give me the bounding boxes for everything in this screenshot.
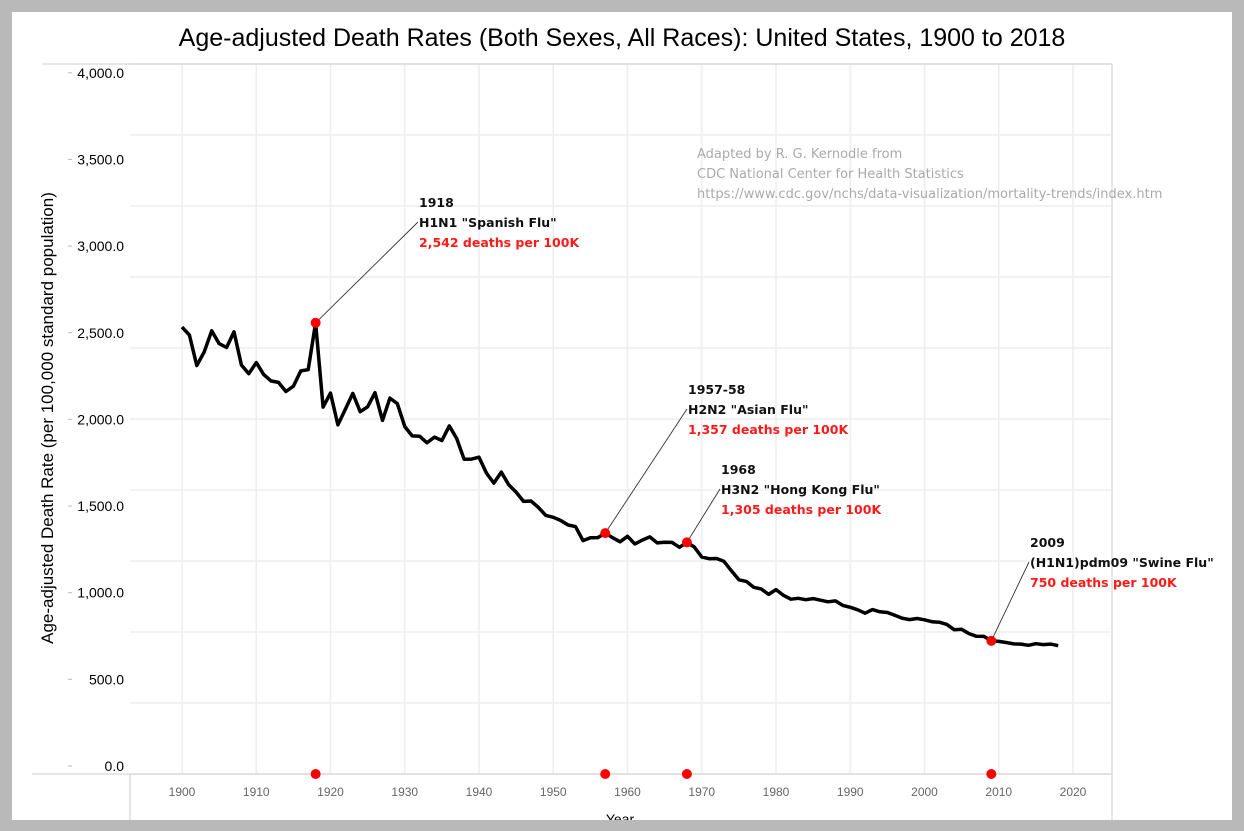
x-tick-label: 1920 [317, 785, 344, 799]
annotation-deaths: 750 deaths per 100K [1030, 575, 1178, 590]
annotation-leader-line [604, 408, 688, 534]
annotation-deaths: 2,542 deaths per 100K [419, 235, 580, 250]
x-tick-label: 1970 [688, 785, 715, 799]
axis-event-marker [986, 769, 997, 779]
x-tick-label: 1990 [837, 785, 864, 799]
annotation-leader-line [686, 488, 721, 543]
axes [32, 63, 1113, 820]
event-marker [310, 317, 321, 328]
annotation-name: (H1N1)pdm09 "Swine Flu" [1030, 555, 1214, 570]
x-tick-label: 1960 [614, 785, 641, 799]
axis-event-marker [310, 769, 321, 779]
x-tick-label: 1950 [540, 785, 567, 799]
annotation-name: H3N2 "Hong Kong Flu" [721, 482, 880, 497]
x-ticks: 1900 1910 1920 1930 1940 1950 1960 1970 1980 1990… [169, 785, 1087, 799]
x-tick-label: 1980 [763, 785, 790, 799]
series [180, 321, 1059, 648]
credit-text: Adapted by R. G. Kernodle from CDC Natio… [697, 147, 1162, 202]
axis-event-marker [681, 769, 692, 779]
annotation-deaths: 1,357 deaths per 100K [688, 422, 849, 437]
y-tick-label: 1,000.0 [77, 585, 124, 601]
y-tick-label: 2,500.0 [77, 325, 124, 341]
y-tick-label: 4,000.0 [77, 65, 124, 81]
x-tick-label: 1930 [391, 785, 418, 799]
y-tick-label: 3,500.0 [77, 151, 124, 167]
line-chart: Age-adjusted Death Rates (Both Sexes, Al… [32, 24, 1214, 820]
y-tick-label: 0.0 [105, 758, 125, 774]
annotation-name: H2N2 "Asian Flu" [688, 402, 809, 417]
event-marker [986, 635, 997, 646]
annotation-year: 1957-58 [688, 382, 745, 397]
credit-line: Adapted by R. G. Kernodle from [697, 147, 902, 162]
gridlines [130, 63, 1111, 775]
event-marker [600, 528, 611, 539]
credit-line: https://www.cdc.gov/nchs/data-visualizat… [697, 187, 1162, 202]
chart-panel: Age-adjusted Death Rates (Both Sexes, Al… [12, 12, 1232, 820]
x-tick-label: 1900 [169, 785, 196, 799]
y-tick-label: 2,000.0 [77, 411, 124, 427]
x-tick-label: 1910 [243, 785, 270, 799]
event-marker [681, 537, 692, 548]
annotations: 1918 H1N1 "Spanish Flu" 2,542 deaths per 1… [310, 195, 1214, 779]
y-tick-label: 3,000.0 [77, 238, 124, 254]
death-rate-line [180, 321, 1059, 648]
annotation-name: H1N1 "Spanish Flu" [419, 215, 557, 230]
annotation-year: 1968 [721, 462, 756, 477]
x-tick-label: 2000 [911, 785, 938, 799]
y-ticks: 4,000.0 3,500.0 3,000.0 2,500.0 2,000.0 1,500… [68, 65, 124, 774]
annotation-leader-line [315, 221, 419, 324]
annotation-leader-line [990, 561, 1030, 642]
x-axis-label: Year [606, 811, 635, 820]
x-tick-label: 1940 [466, 785, 493, 799]
x-tick-label: 2010 [985, 785, 1012, 799]
annotation-year: 1918 [419, 195, 454, 210]
x-tick-label: 2020 [1060, 785, 1087, 799]
annotation-year: 2009 [1030, 535, 1065, 550]
axis-event-marker [600, 769, 611, 779]
y-axis-label: Age-adjusted Death Rate (per 100,000 sta… [38, 192, 57, 644]
chart-title: Age-adjusted Death Rates (Both Sexes, Al… [179, 24, 1066, 52]
y-tick-label: 500.0 [89, 671, 124, 687]
credit-line: CDC National Center for Health Statistic… [697, 167, 964, 182]
annotation-deaths: 1,305 deaths per 100K [721, 502, 882, 517]
y-tick-label: 1,500.0 [77, 498, 124, 514]
